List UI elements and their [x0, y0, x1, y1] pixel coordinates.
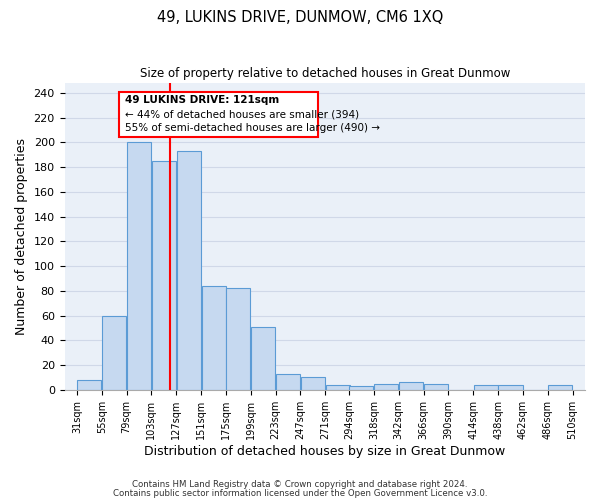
Text: Contains public sector information licensed under the Open Government Licence v3: Contains public sector information licen…	[113, 488, 487, 498]
Text: 49, LUKINS DRIVE, DUNMOW, CM6 1XQ: 49, LUKINS DRIVE, DUNMOW, CM6 1XQ	[157, 10, 443, 25]
Bar	[226, 288, 250, 390]
Bar	[399, 382, 423, 390]
Bar	[127, 142, 151, 390]
Bar	[424, 384, 448, 390]
Bar	[499, 385, 523, 390]
Y-axis label: Number of detached properties: Number of detached properties	[15, 138, 28, 335]
Bar	[548, 385, 572, 390]
Bar	[202, 286, 226, 390]
Bar	[152, 161, 176, 390]
Text: ← 44% of detached houses are smaller (394): ← 44% of detached houses are smaller (39…	[125, 109, 359, 119]
Bar	[77, 380, 101, 390]
Bar	[176, 151, 200, 390]
Text: Contains HM Land Registry data © Crown copyright and database right 2024.: Contains HM Land Registry data © Crown c…	[132, 480, 468, 489]
Bar	[301, 378, 325, 390]
Bar	[473, 385, 497, 390]
Bar	[349, 386, 373, 390]
Bar	[251, 327, 275, 390]
Bar	[102, 316, 126, 390]
Bar	[326, 385, 350, 390]
Text: 55% of semi-detached houses are larger (490) →: 55% of semi-detached houses are larger (…	[125, 122, 380, 132]
Text: 49 LUKINS DRIVE: 121sqm: 49 LUKINS DRIVE: 121sqm	[125, 96, 279, 106]
Title: Size of property relative to detached houses in Great Dunmow: Size of property relative to detached ho…	[140, 68, 510, 80]
X-axis label: Distribution of detached houses by size in Great Dunmow: Distribution of detached houses by size …	[144, 444, 505, 458]
FancyBboxPatch shape	[119, 92, 318, 138]
Bar	[374, 384, 398, 390]
Bar	[276, 374, 300, 390]
